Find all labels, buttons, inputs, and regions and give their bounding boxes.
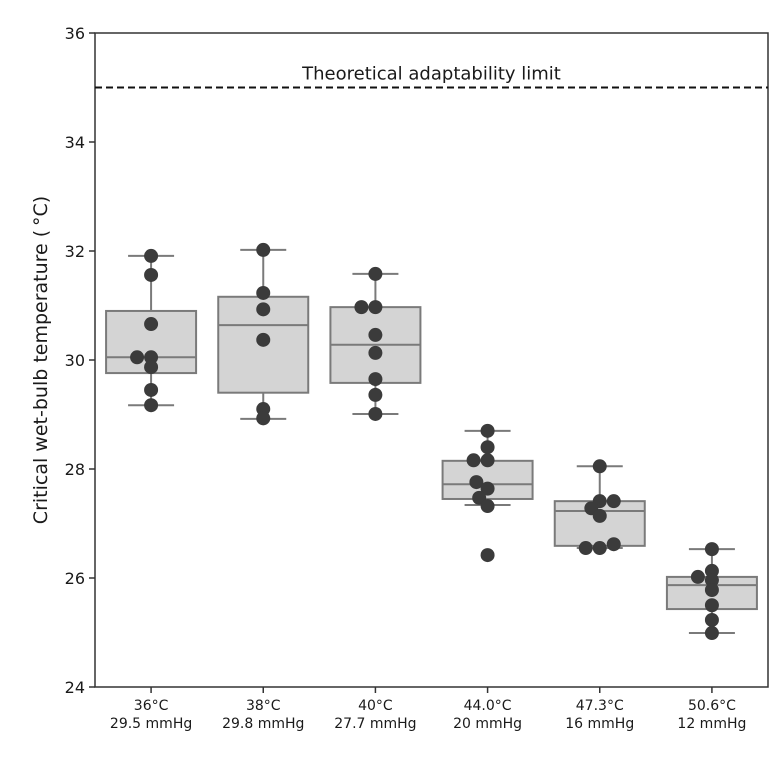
data-point bbox=[480, 499, 495, 514]
data-point bbox=[690, 569, 705, 584]
x-axis-ticks: 36°C 29.5 mmHg 38°C 29.8 mmHg 40°C 27.7 mmHg 4… bbox=[110, 687, 746, 732]
data-point bbox=[466, 453, 481, 468]
x-tick-label-temperature: 44.0°C bbox=[464, 698, 512, 714]
data-point bbox=[480, 440, 495, 455]
data-point bbox=[368, 327, 383, 342]
data-point bbox=[354, 300, 369, 315]
y-tick-label: 32 bbox=[65, 242, 85, 261]
x-tick-label-temperature: 47.3°C bbox=[576, 698, 624, 714]
data-point bbox=[592, 508, 607, 523]
data-point bbox=[256, 302, 271, 317]
y-tick-label: 36 bbox=[65, 24, 85, 43]
data-point bbox=[256, 411, 271, 426]
data-point bbox=[704, 542, 719, 557]
box-iqr bbox=[553, 500, 646, 547]
data-point bbox=[480, 548, 495, 563]
reference-line-label: Theoretical adaptability limit bbox=[301, 64, 561, 85]
data-point bbox=[144, 248, 159, 263]
data-point bbox=[368, 387, 383, 402]
data-point bbox=[144, 398, 159, 413]
x-tick-label-pressure: 16 mmHg bbox=[565, 716, 634, 732]
data-point bbox=[480, 453, 495, 468]
data-point bbox=[704, 582, 719, 597]
y-tick-label: 34 bbox=[65, 133, 85, 152]
data-point bbox=[592, 459, 607, 474]
data-point bbox=[144, 360, 159, 375]
data-point bbox=[368, 406, 383, 421]
data-point bbox=[704, 573, 719, 588]
x-tick-label-pressure: 29.8 mmHg bbox=[222, 716, 304, 732]
x-tick-label-temperature: 38°C bbox=[246, 698, 281, 714]
data-point bbox=[368, 266, 383, 281]
x-tick-label-pressure: 20 mmHg bbox=[453, 716, 522, 732]
data-point bbox=[256, 285, 271, 300]
x-tick-label-temperature: 36°C bbox=[134, 698, 169, 714]
data-point bbox=[144, 382, 159, 397]
data-point bbox=[704, 626, 719, 641]
y-tick-label: 24 bbox=[65, 678, 85, 697]
y-tick-label: 28 bbox=[65, 460, 85, 479]
data-point bbox=[704, 612, 719, 627]
data-point bbox=[256, 242, 271, 257]
data-point bbox=[130, 350, 145, 365]
box-5 bbox=[553, 465, 646, 550]
data-point bbox=[704, 598, 719, 613]
data-point bbox=[368, 345, 383, 360]
data-point bbox=[606, 537, 621, 552]
data-point bbox=[256, 332, 271, 347]
x-tick-label-temperature: 50.6°C bbox=[688, 698, 736, 714]
y-tick-label: 26 bbox=[65, 569, 85, 588]
data-point bbox=[480, 481, 495, 496]
data-point bbox=[368, 300, 383, 315]
y-tick-label: 30 bbox=[65, 351, 85, 370]
data-points bbox=[130, 242, 719, 641]
data-point bbox=[368, 372, 383, 387]
data-point bbox=[578, 541, 593, 556]
y-axis-ticks: 24 26 28 30 32 34 36 bbox=[65, 24, 95, 697]
data-point bbox=[606, 494, 621, 509]
boxes bbox=[105, 248, 758, 635]
x-tick-label-pressure: 29.5 mmHg bbox=[110, 716, 192, 732]
y-axis-title: Critical wet-bulb temperature ( °C) bbox=[30, 196, 52, 524]
x-tick-label-temperature: 40°C bbox=[358, 698, 393, 714]
data-point bbox=[592, 541, 607, 556]
data-point bbox=[469, 475, 484, 490]
data-point bbox=[144, 267, 159, 282]
x-tick-label-pressure: 27.7 mmHg bbox=[334, 716, 416, 732]
data-point bbox=[144, 317, 159, 332]
data-point bbox=[144, 350, 159, 365]
x-tick-label-pressure: 12 mmHg bbox=[677, 716, 746, 732]
data-point bbox=[480, 423, 495, 438]
